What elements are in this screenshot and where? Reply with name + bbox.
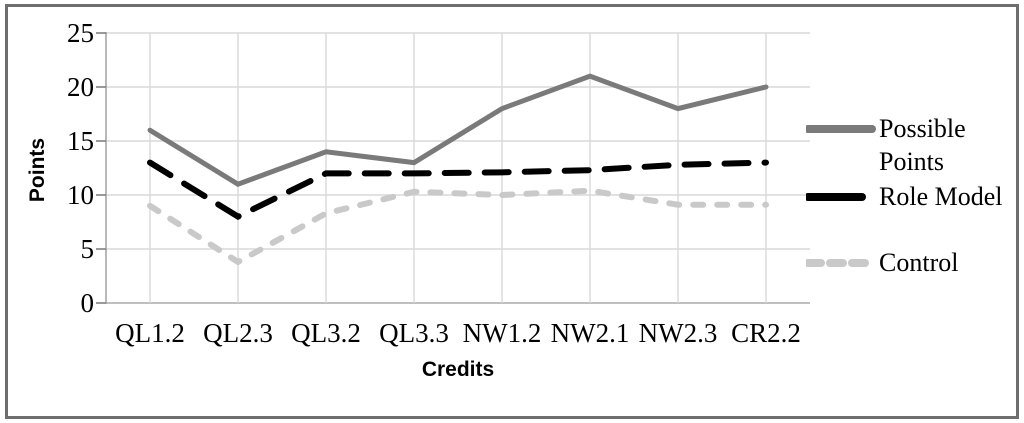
y-axis-title: Points	[26, 137, 49, 203]
x-tick-label: NW1.2	[462, 318, 542, 348]
legend-item-role-model: Role Model	[806, 180, 1021, 213]
x-tick-label: NW2.1	[550, 318, 630, 348]
y-tick-label: 15	[67, 126, 94, 156]
legend-label: Control	[879, 248, 959, 277]
x-tick-label: QL2.3	[203, 318, 273, 348]
legend-item-possible-points: Possible Points	[806, 112, 1021, 178]
y-tick-label: 25	[67, 18, 94, 48]
legend-label: Possible Points	[879, 114, 966, 176]
legend-label: Role Model	[879, 182, 1003, 211]
x-tick-label: CR2.2	[731, 318, 801, 348]
x-tick-label: NW2.3	[638, 318, 718, 348]
y-tick-label: 20	[67, 72, 94, 102]
legend-swatch-possible-points-icon	[806, 125, 876, 133]
x-tick-label: QL3.3	[379, 318, 449, 348]
x-tick-label: QL3.2	[291, 318, 361, 348]
y-tick-label: 0	[80, 288, 95, 318]
x-tick-label: QL1.2	[115, 318, 185, 348]
y-tick-label: 10	[67, 180, 94, 210]
legend-item-control: Control	[806, 246, 1021, 279]
x-axis-title: Credits	[421, 358, 495, 381]
legend-swatch-control-icon	[806, 259, 876, 267]
legend-swatch-role-model-icon	[806, 193, 876, 201]
y-tick-label: 5	[80, 234, 95, 264]
